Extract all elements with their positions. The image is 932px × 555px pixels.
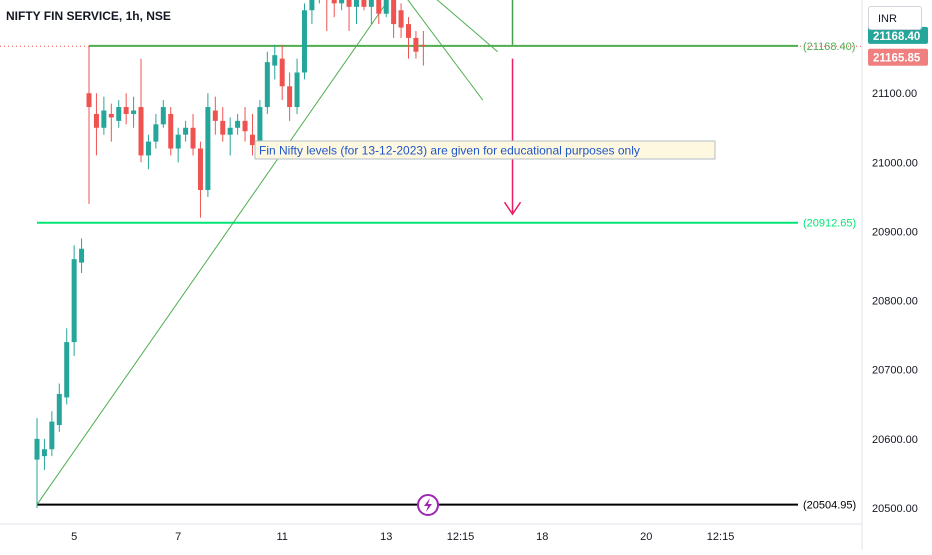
candle-body [101, 110, 107, 128]
trendline [407, 0, 484, 101]
candle-body [197, 148, 203, 191]
price-badge-label: 21168.40 [873, 31, 920, 43]
candle-body [398, 10, 404, 28]
trendline [436, 0, 498, 53]
level-label: (21168.40) [803, 41, 855, 53]
time-tick-label: 12:15 [447, 531, 475, 543]
candle-body [257, 107, 263, 146]
candle-body [361, 0, 367, 7]
candle-body [220, 120, 226, 135]
candle-body [190, 127, 196, 149]
candle-body [64, 342, 70, 398]
candle-body [168, 113, 174, 149]
candle-body [93, 113, 99, 128]
candle-body [301, 10, 307, 73]
candle-body [123, 107, 129, 114]
candle-body [175, 134, 181, 149]
candle-body [235, 120, 241, 128]
price-badge-label: 21165.85 [873, 53, 921, 65]
candle-body [138, 107, 144, 156]
candle-body [413, 37, 419, 52]
candle-body [287, 86, 293, 108]
candle-body [131, 110, 137, 114]
level-label: (20912.65) [803, 218, 856, 230]
candle-body [116, 107, 122, 121]
time-tick-label: 20 [640, 531, 652, 543]
candle-body [160, 107, 166, 125]
lightning-bolt-glyph [424, 498, 432, 512]
candle-body [294, 72, 300, 108]
price-tick-label: 20900.00 [872, 226, 918, 238]
price-tick-label: 20500.00 [872, 503, 918, 515]
candle-body [272, 55, 278, 66]
candle-body [79, 248, 85, 263]
candle-body [49, 421, 55, 450]
candle-body [346, 0, 352, 7]
trendline [36, 0, 390, 505]
time-tick-label: 5 [71, 531, 77, 543]
price-tick-label: 21000.00 [872, 157, 918, 169]
price-tick-label: 21100.00 [872, 88, 917, 100]
candle-body [183, 127, 189, 135]
symbol-title: NIFTY FIN SERVICE, 1h, NSE [6, 9, 171, 23]
level-label: (20504.95) [803, 500, 856, 512]
candle-body [264, 62, 270, 108]
candle-body [249, 134, 255, 146]
candle-body [279, 58, 285, 87]
time-tick-label: 18 [536, 531, 548, 543]
annotation-box [254, 140, 716, 160]
candle-body [86, 93, 92, 108]
candle-body [339, 0, 345, 4]
candle-body [212, 110, 218, 121]
candle-body [391, 0, 397, 25]
candle-body [227, 127, 233, 135]
price-badge [868, 48, 928, 66]
price-tick-label: 20600.00 [872, 434, 918, 446]
candle-body [34, 438, 40, 460]
candle-body [368, 0, 374, 7]
candle-body [309, 0, 315, 11]
price-tick-label: 20800.00 [872, 296, 918, 308]
candle-body [383, 0, 389, 14]
price-tick-label: 20700.00 [872, 365, 918, 377]
candle-body [145, 141, 151, 156]
candle-body [108, 113, 114, 118]
candle-body [406, 24, 411, 38]
candle-body [331, 0, 337, 4]
time-tick-label: 12:15 [707, 531, 735, 543]
price-badge [868, 26, 928, 44]
candle-body [353, 0, 359, 7]
candle-body [153, 124, 159, 142]
candle-body [376, 0, 382, 14]
candle-body [71, 259, 77, 343]
time-tick-label: 7 [175, 531, 181, 543]
candle-body [420, 44, 426, 47]
currency-button[interactable]: INR [868, 6, 922, 30]
candle-body [56, 393, 62, 426]
annotation-text: Fin Nifty levels (for 13-12-2023) are gi… [259, 144, 640, 158]
candle-body [205, 107, 211, 191]
time-tick-label: 11 [276, 531, 287, 543]
candle-body [41, 449, 47, 457]
arrow-head [503, 201, 522, 216]
time-tick-label: 13 [380, 531, 392, 543]
candle-body [242, 120, 248, 132]
